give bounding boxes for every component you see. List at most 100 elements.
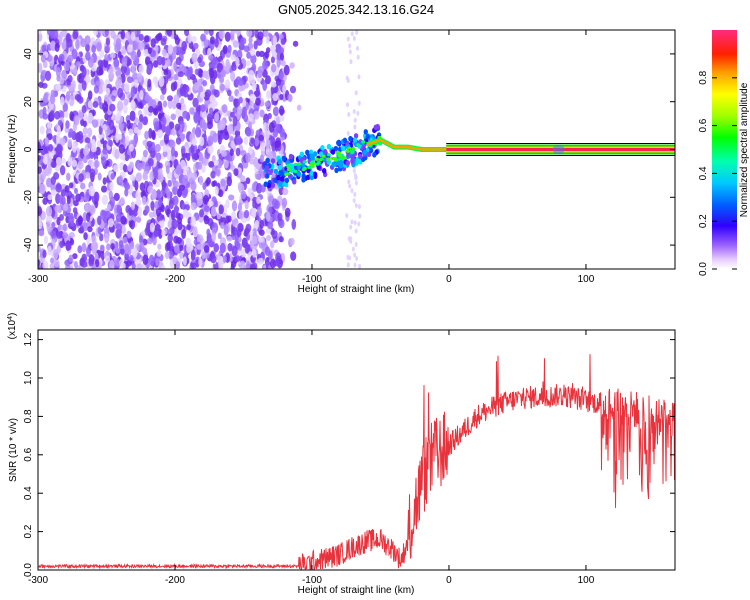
noise-cell [97, 172, 102, 181]
colorbar-gradient [712, 30, 737, 269]
noise-cell [66, 242, 72, 251]
noise-cell [138, 33, 144, 42]
noise-cell [213, 243, 220, 253]
noise-cell [201, 250, 206, 260]
noise-cell [279, 128, 286, 138]
noise-cell [292, 40, 299, 47]
noise-cell [50, 183, 57, 192]
noise-cell [349, 224, 353, 230]
snr-xlabel: Height of straight line (km) [298, 585, 415, 596]
noise-cell [168, 199, 174, 210]
noise-cell [157, 100, 163, 112]
ridge-cell [350, 154, 355, 161]
noise-cell [279, 93, 284, 101]
noise-cell [272, 92, 279, 102]
noise-cell [353, 220, 357, 226]
ridge-cell [299, 151, 305, 158]
noise-cell [87, 141, 92, 149]
noise-cell [195, 48, 201, 57]
noise-cell [180, 145, 186, 154]
noise-cell [65, 90, 71, 102]
noise-cell [352, 109, 356, 115]
noise-cell [138, 41, 145, 51]
noise-cell [102, 177, 107, 185]
noise-cell [267, 221, 274, 230]
noise-cell [251, 235, 258, 245]
noise-cell [186, 223, 191, 231]
noise-cell [120, 30, 126, 40]
noise-cell [161, 229, 166, 237]
noise-cell [172, 180, 180, 188]
ridge-cell [292, 178, 297, 185]
noise-cell [275, 137, 282, 148]
noise-cell [77, 109, 84, 121]
noise-cell [131, 65, 136, 75]
noise-cell [289, 237, 295, 246]
ridge-cell [345, 160, 350, 166]
noise-cell [244, 242, 250, 254]
noise-cell [142, 116, 148, 126]
noise-cell [179, 133, 186, 140]
noise-cell [47, 194, 53, 201]
noise-cell [49, 109, 55, 121]
noise-cell [169, 139, 176, 149]
noise-cell [104, 45, 110, 54]
noise-cell [108, 72, 115, 80]
noise-cell [100, 209, 106, 221]
noise-cell [58, 194, 64, 204]
noise-cell [265, 75, 271, 85]
noise-cell [245, 177, 251, 185]
ridge-cell [301, 177, 306, 183]
noise-cell [237, 202, 243, 213]
noise-cell [87, 226, 93, 233]
noise-cell [101, 156, 107, 167]
noise-cell [178, 184, 186, 191]
noise-cell [109, 120, 115, 131]
colorbar-tick-label: 0.8 [698, 70, 709, 84]
noise-cell [84, 35, 91, 45]
ridge-cell [340, 145, 346, 152]
noise-cell [84, 202, 91, 213]
noise-cell [167, 179, 172, 187]
noise-cell [217, 232, 222, 240]
colorbar-tick-label: 0.4 [698, 166, 709, 180]
noise-cell [123, 181, 130, 188]
noise-cell [148, 105, 154, 113]
noise-cell [80, 182, 86, 190]
ridge-cell [307, 165, 312, 169]
noise-cell [107, 203, 112, 210]
noise-cell [290, 251, 297, 261]
ridge-cell [270, 182, 276, 189]
ridge-cell [337, 154, 342, 158]
noise-cell [164, 125, 171, 136]
noise-cell [63, 61, 70, 72]
x-tick-label: 0 [446, 274, 452, 285]
noise-cell [92, 119, 99, 128]
noise-cell [210, 170, 216, 179]
noise-cell [258, 134, 265, 142]
y-tick-label: -20 [23, 190, 34, 205]
noise-cell [196, 191, 203, 201]
noise-cell [166, 188, 171, 200]
noise-cell [119, 248, 125, 255]
noise-cell [127, 43, 133, 53]
noise-cell [238, 96, 243, 104]
ridge-cell [342, 137, 348, 144]
noise-cell [150, 38, 156, 48]
noise-cell [186, 152, 191, 162]
noise-cell [167, 44, 173, 55]
snr-panel: -300 -200 -100 0 100 0.0 0.2 0.4 0.6 0.8 1.0 1.2 He… [7, 313, 676, 596]
ridge-cell [365, 134, 370, 140]
noise-cell [129, 110, 136, 122]
noise-cell [124, 243, 130, 255]
colorbar: 0.0 0.2 0.4 0.6 0.8 Normalized spectral ampl… [698, 30, 750, 276]
noise-cell [161, 84, 167, 95]
noise-cell [221, 104, 228, 113]
noise-cell [218, 188, 224, 198]
noise-cell [162, 150, 168, 158]
noise-cell [75, 193, 81, 202]
noise-cell [98, 30, 105, 34]
noise-cell [170, 113, 177, 121]
